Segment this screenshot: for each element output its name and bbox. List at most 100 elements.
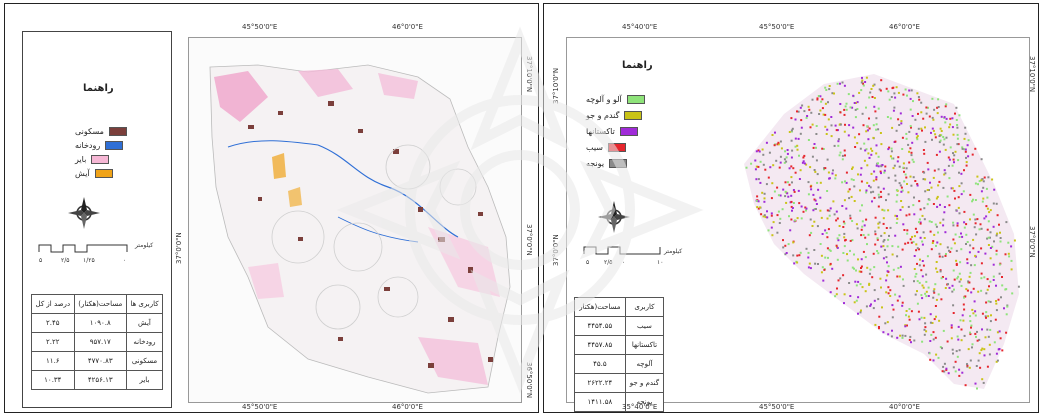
crop-pixel: [827, 171, 830, 174]
crop-pixel: [859, 311, 862, 314]
crop-pixel: [985, 311, 988, 314]
crop-pixel: [901, 248, 904, 251]
crop-pixel: [983, 276, 986, 279]
crop-pixel: [808, 108, 811, 111]
crop-pixel: [921, 340, 924, 343]
crop-pixel: [809, 126, 812, 129]
crop-pixel: [877, 222, 880, 225]
crop-pixel: [993, 240, 995, 243]
crop-pixel: [939, 243, 942, 246]
crop-pixel: [903, 229, 906, 231]
crop-pixel: [844, 238, 847, 241]
crop-pixel: [917, 310, 920, 313]
crop-pixel: [916, 92, 919, 95]
crop-pixel: [961, 371, 964, 374]
crop-pixel: [898, 165, 901, 168]
crop-pixel: [966, 258, 969, 261]
table-cell: یونجه: [624, 392, 665, 412]
crop-pixel: [774, 131, 776, 134]
crop-pixel: [886, 245, 889, 248]
crop-pixel: [892, 308, 895, 311]
crop-pixel: [866, 181, 869, 184]
crop-pixel: [981, 347, 984, 350]
crop-pixel: [777, 210, 780, 213]
crop-pixel: [919, 208, 922, 211]
crop-pixel: [877, 298, 880, 301]
crop-pixel: [903, 180, 906, 183]
crop-pixel: [957, 159, 960, 162]
crop-pixel: [950, 337, 953, 340]
scale-tick: ۰: [123, 257, 127, 264]
crop-pixel: [1017, 285, 1020, 288]
crop-pixel: [854, 146, 857, 148]
crop-pixel: [957, 325, 960, 328]
crop-pixel: [910, 241, 913, 244]
crop-pixel: [987, 236, 990, 239]
legend-label: بایر: [75, 155, 87, 164]
crop-pixel: [915, 136, 918, 139]
crop-pixel: [788, 215, 790, 218]
crop-pixel: [947, 156, 950, 159]
crop-pixel: [972, 247, 975, 250]
crop-pixel: [865, 191, 868, 194]
crop-pixel: [952, 152, 954, 155]
legend-item-barren: بایر: [75, 154, 110, 165]
crop-pixel: [929, 358, 932, 361]
crop-pixel: [957, 196, 960, 199]
crop-pixel: [904, 324, 907, 327]
crop-pixel: [763, 200, 766, 203]
crop-pixel: [879, 277, 882, 280]
crop-pixel: [934, 305, 937, 307]
crop-pixel: [779, 155, 782, 158]
table-row: آلوچه ۴۵.۵: [574, 354, 665, 374]
crop-pixel: [836, 82, 839, 85]
crop-pixel: [759, 181, 762, 184]
scale-tick: ۵: [39, 257, 43, 264]
crop-pixel: [957, 206, 960, 209]
crop-pixel: [782, 239, 784, 242]
crop-pixel: [762, 215, 765, 218]
table-header-row: کاربری ها مساحت(هکتار) درصد از کل: [31, 294, 164, 314]
crop-pixel: [831, 172, 834, 175]
crop-pixel: [932, 331, 935, 334]
crop-pixel: [857, 312, 859, 315]
crop-pixel: [853, 136, 856, 139]
crop-pixel: [864, 149, 867, 152]
crop-pixel: [828, 85, 831, 87]
crop-pixel: [891, 157, 894, 160]
crop-pixel: [891, 304, 894, 307]
crop-pixel: [859, 209, 862, 212]
crop-pixel: [771, 134, 774, 136]
crop-pixel: [927, 295, 930, 297]
crop-pixel: [809, 218, 812, 221]
crop-pixel: [813, 198, 816, 201]
crop-pixel: [923, 152, 926, 155]
crop-pixel: [954, 112, 956, 115]
crop-pixel: [950, 247, 953, 250]
coord-label: 46°0'0"E: [392, 23, 423, 31]
crop-pixel: [837, 138, 840, 141]
crop-pixel: [864, 236, 867, 239]
crop-pixel: [814, 170, 817, 173]
crop-pixel: [987, 176, 990, 179]
crop-pixel: [963, 296, 965, 299]
crop-pixel: [965, 161, 968, 164]
crop-pixel: [991, 245, 994, 248]
crop-pixel: [944, 148, 947, 151]
scale-tick: ۰: [622, 259, 626, 266]
crop-pixel: [997, 298, 1000, 301]
crop-pixel: [956, 224, 959, 227]
crop-pixel: [828, 248, 831, 251]
crop-pixel: [907, 315, 910, 318]
crop-pixel: [775, 159, 778, 162]
crop-pixel: [865, 305, 868, 308]
crop-pixel: [891, 126, 894, 129]
crop-pixel: [928, 198, 931, 201]
crop-pixel: [782, 188, 785, 191]
crop-pixel: [938, 252, 941, 255]
crop-pixel: [790, 205, 793, 208]
coord-label: 45°50'0"E: [759, 23, 795, 31]
crop-pixel: [901, 334, 904, 337]
crop-pixel: [896, 194, 899, 197]
crop-pixel: [877, 155, 880, 158]
